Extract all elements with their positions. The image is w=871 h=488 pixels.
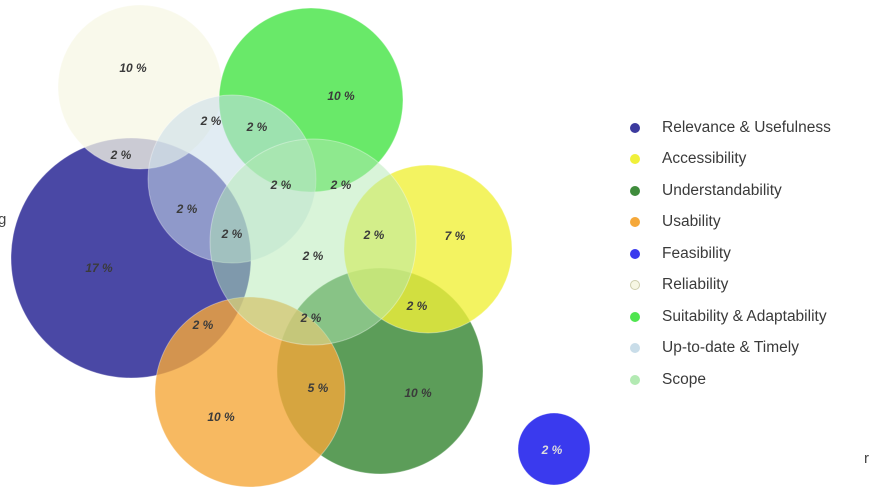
legend-item-suitability-and-adaptability[interactable]: Suitability & Adaptability: [630, 301, 831, 333]
set-label-relevance-and-usefulness: 17 %: [85, 261, 113, 275]
legend-swatch-accessibility: [630, 154, 640, 165]
venn-circle-feasibility[interactable]: [517, 412, 591, 486]
intersection-label-6: 2 %: [221, 227, 243, 241]
set-label-up-to-date-and-timely: 2 %: [176, 202, 198, 216]
cropped-edge-text-left: g: [0, 211, 7, 228]
set-label-suitability-and-adaptability: 10 %: [327, 89, 355, 103]
legend-label-feasibility: Feasibility: [662, 244, 731, 262]
legend-label-understandability: Understandability: [662, 181, 782, 199]
legend-item-scope[interactable]: Scope: [630, 364, 831, 396]
legend-label-usability: Usability: [662, 213, 721, 231]
legend-label-relevance-and-usefulness: Relevance & Usefulness: [662, 118, 831, 136]
chart-legend: Relevance & Usefulness Accessibility Under…: [630, 112, 831, 396]
legend-swatch-up-to-date-and-timely: [630, 343, 640, 354]
intersection-label-7: 2 %: [363, 228, 385, 242]
intersection-label-5: 2 %: [330, 178, 352, 192]
intersection-label-10: 2 %: [300, 311, 322, 325]
legend-swatch-usability: [630, 217, 640, 228]
legend-label-accessibility: Accessibility: [662, 150, 747, 168]
legend-item-usability[interactable]: Usability: [630, 207, 831, 239]
legend-item-up-to-date-and-timely[interactable]: Up-to-date & Timely: [630, 333, 831, 365]
legend-item-accessibility[interactable]: Accessibility: [630, 144, 831, 176]
legend-label-scope: Scope: [662, 370, 706, 388]
legend-swatch-relevance-and-usefulness: [630, 122, 640, 133]
set-label-scope: 2 %: [302, 249, 324, 263]
set-label-reliability: 10 %: [119, 61, 147, 75]
intersection-label-4: 2 %: [270, 178, 292, 192]
intersection-label-2: 2 %: [246, 120, 268, 134]
legend-item-feasibility[interactable]: Feasibility: [630, 238, 831, 270]
set-label-usability: 10 %: [207, 410, 235, 424]
intersection-label-8: 2 %: [406, 299, 428, 313]
legend-item-reliability[interactable]: Reliability: [630, 270, 831, 302]
legend-item-relevance-and-usefulness[interactable]: Relevance & Usefulness: [630, 112, 831, 144]
set-label-feasibility: 2 %: [541, 443, 563, 457]
set-label-understandability: 10 %: [404, 386, 432, 400]
venn-circle-scope[interactable]: [209, 138, 417, 346]
legend-swatch-understandability: [630, 185, 640, 196]
legend-swatch-reliability: [630, 280, 640, 291]
cropped-edge-text-right: r: [864, 450, 869, 467]
legend-label-suitability-and-adaptability: Suitability & Adaptability: [662, 307, 827, 325]
legend-item-understandability[interactable]: Understandability: [630, 175, 831, 207]
legend-label-reliability: Reliability: [662, 276, 729, 294]
legend-swatch-suitability-and-adaptability: [630, 311, 640, 322]
intersection-label-11: 5 %: [308, 381, 329, 395]
intersection-label-3: 2 %: [110, 148, 132, 162]
set-label-accessibility: 7 %: [445, 229, 466, 243]
legend-label-up-to-date-and-timely: Up-to-date & Timely: [662, 339, 799, 357]
legend-swatch-scope: [630, 374, 640, 385]
legend-swatch-feasibility: [630, 248, 640, 259]
intersection-label-9: 2 %: [192, 318, 214, 332]
intersection-label-1: 2 %: [200, 114, 222, 128]
